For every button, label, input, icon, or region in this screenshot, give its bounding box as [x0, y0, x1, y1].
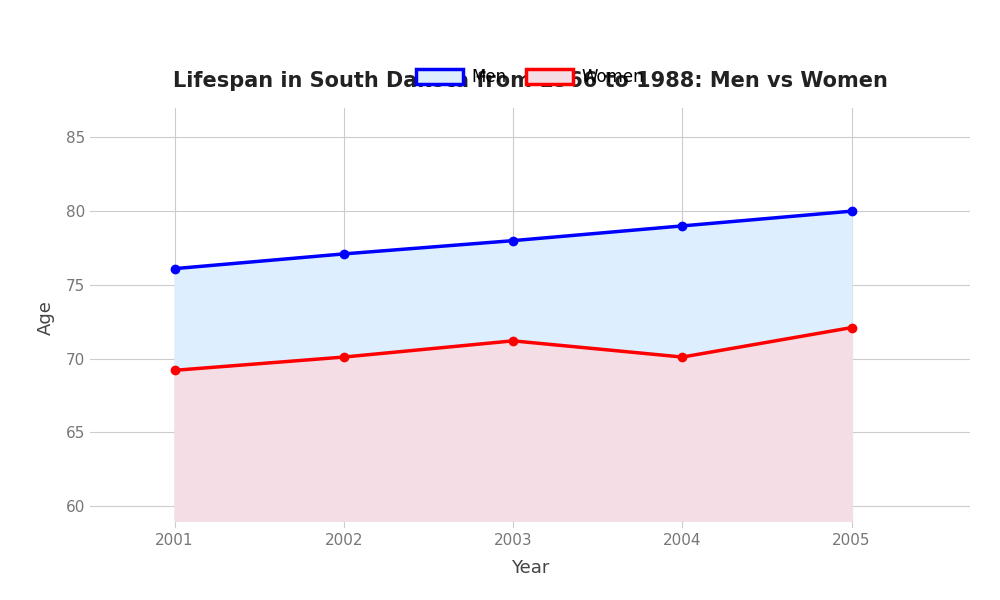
- Legend: Men, Women: Men, Women: [409, 62, 651, 93]
- Title: Lifespan in South Dakota from 1966 to 1988: Men vs Women: Lifespan in South Dakota from 1966 to 19…: [173, 71, 887, 91]
- X-axis label: Year: Year: [511, 559, 549, 577]
- Y-axis label: Age: Age: [37, 301, 55, 335]
